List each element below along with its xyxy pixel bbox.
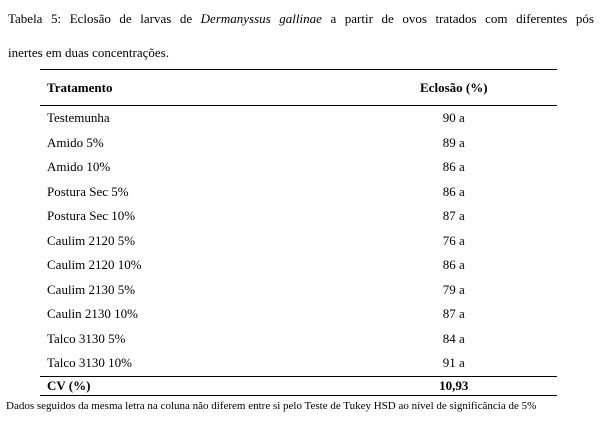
cell-treatment: Postura Sec 10% xyxy=(47,208,136,224)
header-hatching: Eclosão (%) xyxy=(350,69,557,106)
cell-hatching: 91 a xyxy=(442,355,465,371)
cell-treatment: Talco 3130 10% xyxy=(47,355,133,371)
footer-cv-value: 10,93 xyxy=(350,375,557,396)
table-body: Testemunha 90 a Amido 5% 89 a Amido 10% … xyxy=(40,106,557,377)
cell-treatment: Caulim 2120 5% xyxy=(47,232,136,248)
data-table-container: Tratamento Eclosão (%) Testemunha 90 a A… xyxy=(40,69,557,396)
cell-treatment: Testemunha xyxy=(47,110,110,126)
cell-hatching: 84 a xyxy=(442,330,465,346)
header-treatment: Tratamento xyxy=(40,69,351,106)
table-row: Caulin 2130 10% 87 a xyxy=(40,302,557,327)
cell-hatching: 76 a xyxy=(442,232,465,248)
table-row: Caulim 2130 5% 79 a xyxy=(40,278,557,303)
cell-hatching: 79 a xyxy=(442,281,465,297)
table-row: Talco 3130 5% 84 a xyxy=(40,327,557,352)
caption-line-1: Tabela 5: Eclosão de larvas de Dermanyss… xyxy=(8,2,594,36)
caption-species: Dermanyssus gallinae xyxy=(200,11,322,26)
table-footer-row: CV (%) 10,93 xyxy=(40,375,557,396)
cell-hatching: 90 a xyxy=(442,110,465,126)
table-header-row: Tratamento Eclosão (%) xyxy=(40,69,557,106)
table-row: Amido 5% 89 a xyxy=(40,131,557,156)
table-footer: CV (%) 10,93 xyxy=(40,375,557,396)
table-caption: Tabela 5: Eclosão de larvas de Dermanyss… xyxy=(8,2,594,70)
cell-hatching: 86 a xyxy=(442,183,465,199)
caption-suffix: a partir de ovos tratados com diferentes… xyxy=(321,11,594,26)
table-row: Talco 3130 10% 91 a xyxy=(40,351,557,376)
footer-cv-label: CV (%) xyxy=(40,375,351,396)
cell-treatment: Postura Sec 5% xyxy=(47,183,129,199)
table-row: Postura Sec 5% 86 a xyxy=(40,180,557,205)
cell-treatment: Amido 10% xyxy=(47,159,111,175)
hatching-table: Tratamento Eclosão (%) Testemunha 90 a A… xyxy=(40,69,557,396)
table-footnote: Dados seguidos da mesma letra na coluna … xyxy=(6,400,537,412)
cell-hatching: 89 a xyxy=(442,134,465,150)
table-row: Caulim 2120 10% 86 a xyxy=(40,253,557,278)
table-row: Postura Sec 10% 87 a xyxy=(40,204,557,229)
cell-treatment: Caulim 2130 5% xyxy=(47,281,136,297)
cell-hatching: 86 a xyxy=(442,257,465,273)
table-row: Caulim 2120 5% 76 a xyxy=(40,229,557,254)
cell-hatching: 87 a xyxy=(442,306,465,322)
cell-treatment: Talco 3130 5% xyxy=(47,330,126,346)
cell-treatment: Amido 5% xyxy=(47,134,104,150)
cell-treatment: Caulim 2120 10% xyxy=(47,257,142,273)
caption-line-2: inertes em duas concentrações. xyxy=(8,45,169,60)
caption-prefix: Tabela 5: Eclosão de larvas de xyxy=(8,11,201,26)
cell-hatching: 86 a xyxy=(442,159,465,175)
table-row: Testemunha 90 a xyxy=(40,106,557,131)
table-row: Amido 10% 86 a xyxy=(40,155,557,180)
table-header: Tratamento Eclosão (%) xyxy=(40,69,557,106)
cell-hatching: 87 a xyxy=(442,208,465,224)
cell-treatment: Caulin 2130 10% xyxy=(47,306,138,322)
